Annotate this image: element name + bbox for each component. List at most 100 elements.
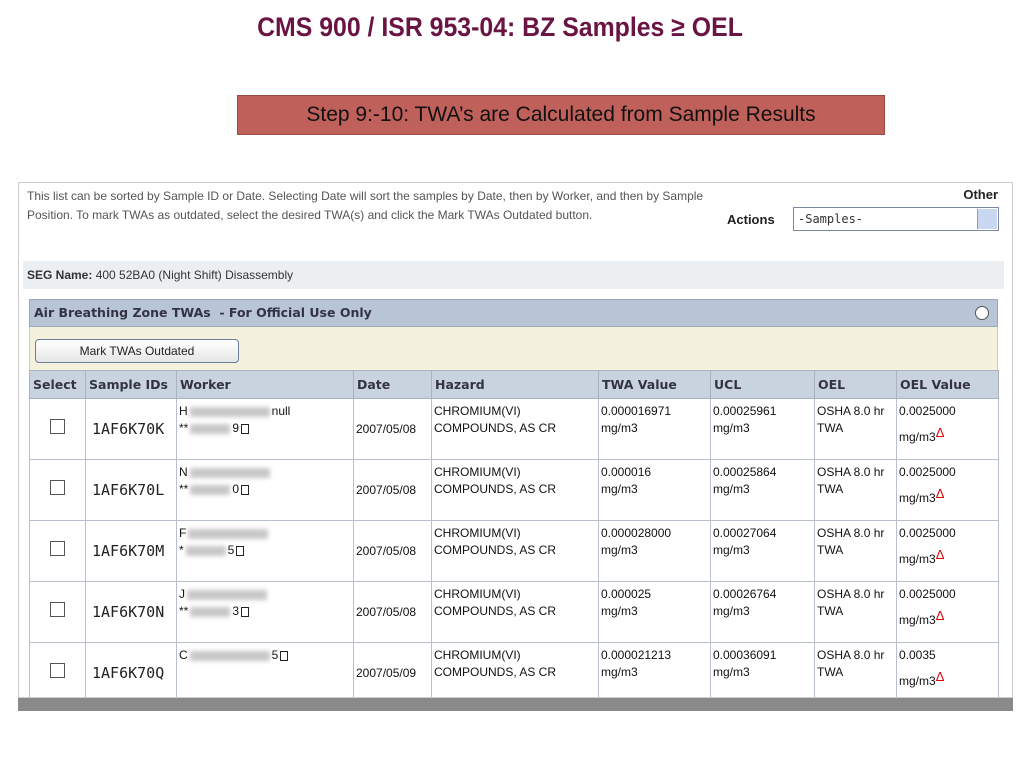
worker-tail: 5: [271, 648, 279, 662]
oel-value: 0.0025000: [899, 526, 956, 540]
oel-value: 0.0035: [899, 648, 936, 662]
worker-id: **: [179, 604, 189, 618]
hazard: CHROMIUM(VI) COMPOUNDS, AS CR: [431, 520, 599, 582]
redacted: [189, 467, 270, 478]
column-header: OEL Value: [896, 370, 999, 399]
column-header: Worker: [176, 370, 354, 399]
checkbox[interactable]: [50, 602, 65, 617]
oel-unit: mg/m3: [899, 430, 936, 444]
oel: OSHA 8.0 hr TWA: [814, 459, 897, 521]
twa-unit: mg/m3: [601, 604, 638, 618]
seg-row: SEG Name: 400 52BA0 (Night Shift) Disass…: [23, 261, 1004, 289]
twa-value: 0.000025: [601, 587, 652, 601]
oel: OSHA 8.0 hr TWA: [814, 398, 897, 460]
twa-unit: mg/m3: [601, 543, 638, 557]
worker-cell: N ** 0: [176, 459, 354, 521]
oel-unit-line: mg/m3Δ: [899, 668, 996, 690]
oel-unit-line: mg/m3Δ: [899, 546, 996, 568]
select-cell: [29, 642, 86, 697]
ucl-value: 0.00027064: [713, 526, 777, 540]
oel-unit: mg/m3: [899, 552, 936, 566]
exceed-flag: Δ: [935, 547, 945, 562]
exceed-flag: Δ: [935, 486, 945, 501]
scroll-bar: [18, 698, 1013, 711]
sample-id: 1AF6K70M: [85, 520, 177, 582]
ucl-unit: mg/m3: [713, 665, 750, 679]
worker-line: ** 0: [179, 481, 351, 498]
worker-id-tail: 9: [232, 421, 240, 435]
twa-unit: mg/m3: [601, 421, 638, 435]
oel-unit-line: mg/m3Δ: [899, 607, 996, 629]
checkbox[interactable]: [50, 480, 65, 495]
twa-cell: 0.000025 mg/m3: [598, 581, 711, 643]
worker-initial: F: [179, 526, 187, 540]
worker-id: *: [179, 543, 184, 557]
oel-value-cell: 0.0025000 mg/m3Δ: [896, 520, 999, 582]
worker-initial: J: [179, 587, 185, 601]
date: 2007/05/09: [353, 642, 432, 697]
mark-outdated-button[interactable]: Mark TWAs Outdated: [35, 339, 239, 363]
slide-title: CMS 900 / ISR 953-04: BZ Samples ≥ OEL: [257, 12, 743, 42]
worker-initial: H: [179, 404, 188, 418]
ucl-cell: 0.00027064 mg/m3: [710, 520, 815, 582]
twa-cell: 0.000016971 mg/m3: [598, 398, 711, 460]
ucl-cell: 0.00026764 mg/m3: [710, 581, 815, 643]
ucl-value: 0.00025864: [713, 465, 777, 479]
actions-select[interactable]: -Samples-: [793, 207, 999, 231]
worker-line: J: [179, 586, 351, 603]
worker-id: **: [179, 421, 189, 435]
worker-id-tail: 0: [232, 482, 240, 496]
select-cell: [29, 459, 86, 521]
worker-line: ** 9: [179, 420, 351, 437]
worker-id: **: [179, 482, 189, 496]
worker-line: ** 3: [179, 603, 351, 620]
worker-initial: N: [179, 465, 188, 479]
step-banner: Step 9:-10: TWA’s are Calculated from Sa…: [237, 95, 885, 135]
header-row: Select Sample IDs Worker Date Hazard TWA Valu…: [29, 370, 999, 399]
collapse-button[interactable]: [975, 306, 989, 320]
doc-icon[interactable]: [236, 545, 245, 556]
other-label: Other: [963, 187, 998, 202]
ucl-unit: mg/m3: [713, 421, 750, 435]
actions-label: Actions: [727, 212, 775, 227]
exceed-flag: Δ: [935, 669, 945, 684]
hazard: CHROMIUM(VI) COMPOUNDS, AS CR: [431, 581, 599, 643]
redacted: [190, 423, 231, 434]
hazard: CHROMIUM(VI) COMPOUNDS, AS CR: [431, 459, 599, 521]
twa-unit: mg/m3: [601, 482, 638, 496]
oel-unit: mg/m3: [899, 613, 936, 627]
oel-value-cell: 0.0025000 mg/m3Δ: [896, 398, 999, 460]
checkbox[interactable]: [50, 663, 65, 678]
select-cell: [29, 581, 86, 643]
checkbox[interactable]: [50, 419, 65, 434]
select-value: -Samples-: [798, 212, 864, 226]
table-row: 1AF6K70M F * 5 2007/05/08 CHROMIUM(VI) COMPOU…: [29, 520, 999, 582]
twa-cell: 0.000021213 mg/m3: [598, 642, 711, 697]
sample-id: 1AF6K70L: [85, 459, 177, 521]
sample-id: 1AF6K70N: [85, 581, 177, 643]
worker-line: F: [179, 525, 351, 542]
doc-icon[interactable]: [241, 484, 250, 495]
doc-icon[interactable]: [241, 423, 250, 434]
redacted: [185, 545, 226, 556]
worker-id-tail: 5: [227, 543, 235, 557]
oel-unit-line: mg/m3Δ: [899, 485, 996, 507]
checkbox[interactable]: [50, 541, 65, 556]
sample-id: 1AF6K70K: [85, 398, 177, 460]
seg-value: 400 52BA0 (Night Shift) Disassembly: [95, 268, 294, 282]
select-arrow[interactable]: [977, 209, 997, 229]
oel-value-cell: 0.0025000 mg/m3Δ: [896, 459, 999, 521]
doc-icon[interactable]: [241, 606, 250, 617]
doc-icon[interactable]: [280, 650, 289, 661]
redacted: [189, 406, 270, 417]
date: 2007/05/08: [353, 520, 432, 582]
twa-value: 0.000028000: [601, 526, 672, 540]
column-header: Hazard: [431, 370, 599, 399]
table-row: 1AF6K70L N ** 0 2007/05/08 CHROMIUM(VI) COMPO…: [29, 459, 999, 521]
ucl-cell: 0.00025961 mg/m3: [710, 398, 815, 460]
twa-cell: 0.000016 mg/m3: [598, 459, 711, 521]
